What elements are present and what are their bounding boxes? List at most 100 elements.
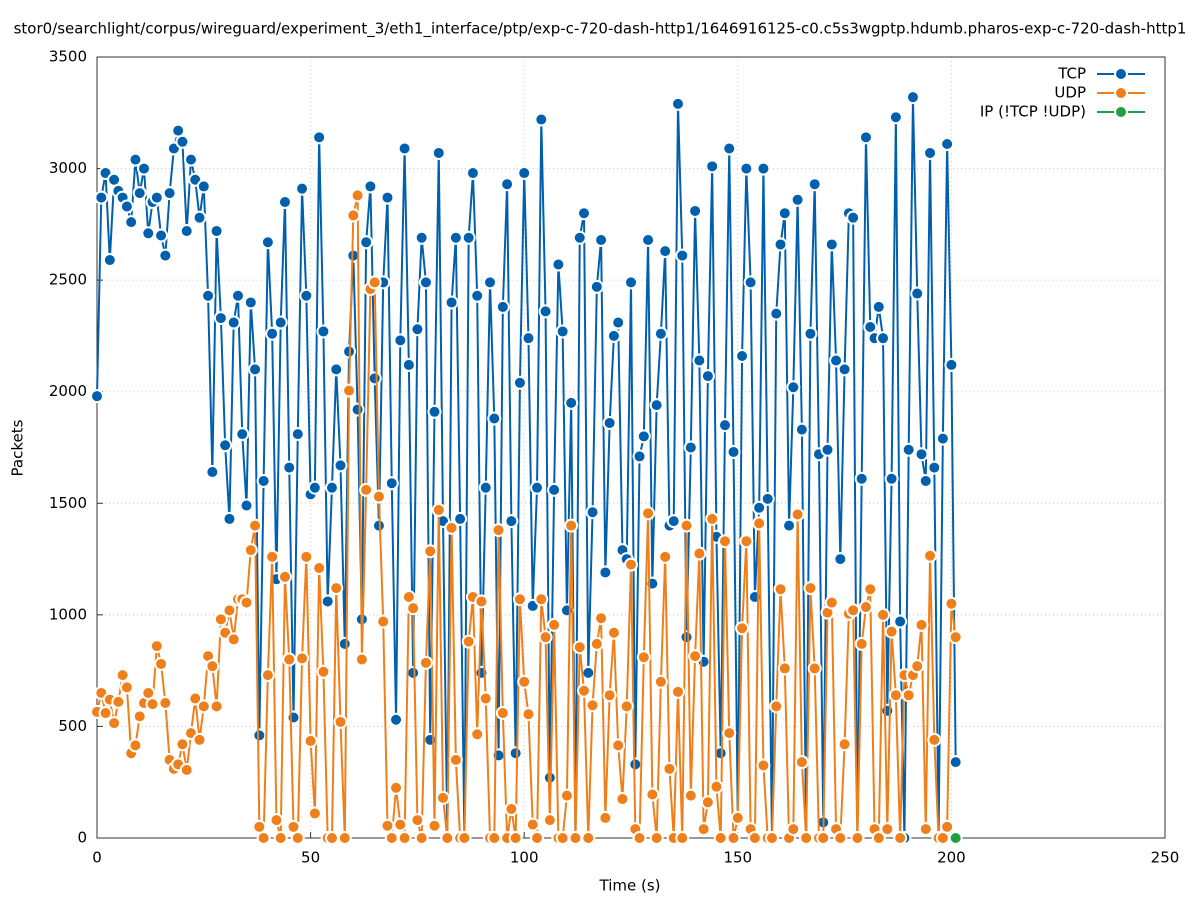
point — [871, 299, 886, 314]
point — [803, 326, 818, 341]
point — [248, 362, 263, 377]
point — [615, 791, 630, 806]
point — [243, 295, 258, 310]
point — [858, 600, 873, 615]
point — [619, 699, 634, 714]
point — [354, 652, 369, 667]
point — [559, 603, 574, 618]
point — [790, 192, 805, 207]
point — [901, 442, 916, 457]
point — [641, 232, 656, 247]
point — [495, 706, 510, 721]
x-tick-label: 250 — [1151, 849, 1180, 867]
series-line — [96, 97, 957, 839]
point — [589, 279, 604, 294]
point — [572, 640, 587, 655]
point — [235, 427, 250, 442]
point — [602, 415, 617, 430]
point — [423, 544, 438, 559]
point — [538, 304, 553, 319]
point — [273, 831, 288, 845]
point — [277, 195, 292, 210]
point — [222, 511, 237, 526]
y-tick-label: 0 — [77, 829, 87, 847]
point — [598, 565, 613, 580]
point — [350, 188, 365, 203]
x-tick-label: 150 — [723, 849, 752, 867]
point — [128, 738, 143, 753]
point — [880, 703, 895, 718]
point — [735, 621, 750, 636]
point — [683, 788, 698, 803]
point — [487, 411, 502, 426]
point — [679, 630, 694, 645]
point — [183, 152, 198, 167]
point — [521, 331, 536, 346]
point — [337, 831, 352, 845]
point — [923, 145, 938, 160]
point — [213, 311, 228, 326]
point — [431, 502, 446, 517]
point — [239, 498, 254, 513]
point — [935, 431, 950, 446]
point — [436, 790, 451, 805]
point — [504, 801, 519, 816]
point — [756, 758, 771, 773]
point — [577, 683, 592, 698]
point — [440, 831, 455, 845]
point — [461, 634, 476, 649]
point — [312, 560, 327, 575]
point — [914, 617, 929, 632]
point — [175, 737, 190, 752]
point — [474, 594, 489, 609]
point — [124, 215, 139, 230]
point — [299, 549, 314, 564]
point — [265, 326, 280, 341]
point — [564, 518, 579, 533]
point — [658, 244, 673, 259]
point — [581, 831, 596, 845]
point — [158, 248, 173, 263]
point — [880, 822, 895, 837]
point — [670, 96, 685, 111]
point — [196, 699, 211, 714]
point — [837, 362, 852, 377]
point — [658, 549, 673, 564]
point — [803, 581, 818, 596]
point — [201, 288, 216, 303]
point — [713, 831, 728, 845]
point — [90, 389, 104, 404]
point — [790, 507, 805, 522]
point — [141, 226, 156, 241]
point — [162, 186, 177, 201]
point — [491, 523, 506, 538]
point — [384, 476, 399, 491]
point — [418, 275, 433, 290]
point — [290, 427, 305, 442]
point — [833, 831, 848, 845]
point — [410, 322, 425, 337]
point — [786, 822, 801, 837]
point — [568, 831, 583, 845]
point — [653, 326, 668, 341]
point — [816, 831, 831, 845]
point — [260, 235, 275, 250]
point — [470, 288, 485, 303]
point — [179, 762, 194, 777]
point — [709, 779, 724, 794]
point — [717, 534, 732, 549]
point — [782, 518, 797, 533]
point — [483, 275, 498, 290]
point — [94, 190, 109, 205]
point — [829, 353, 844, 368]
point — [290, 831, 305, 845]
point — [760, 491, 775, 506]
point — [418, 655, 433, 670]
point — [448, 752, 463, 767]
point — [175, 134, 190, 149]
point — [504, 514, 519, 529]
point — [265, 549, 280, 564]
point — [636, 650, 651, 665]
point — [914, 447, 929, 462]
y-tick-label: 1000 — [49, 605, 87, 623]
